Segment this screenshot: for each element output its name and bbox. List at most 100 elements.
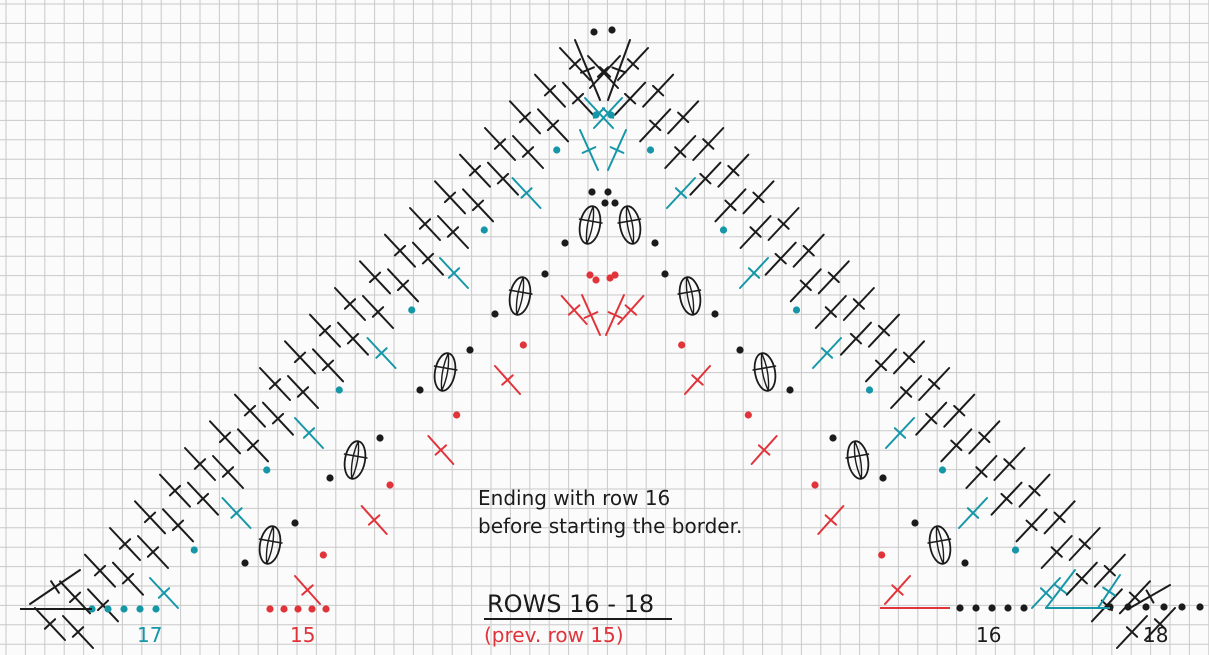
stitch-symbols — [20, 26, 1204, 649]
stitch-crossbar — [301, 584, 314, 596]
double-crochet-stitch — [337, 321, 369, 356]
double-crochet-stitch — [893, 340, 926, 375]
stitch-crossbar — [691, 374, 704, 386]
stitch-crossbar — [293, 351, 307, 364]
stitch-crossbar — [975, 466, 988, 478]
stitch-crossbar — [849, 332, 863, 345]
stitch-crossbar — [1078, 538, 1091, 550]
stitch-crossbar — [50, 580, 60, 594]
stitch-crossbar — [421, 252, 435, 265]
stitch-crossbar — [567, 304, 581, 316]
chain-stitch — [280, 605, 288, 613]
puff-bar — [508, 289, 533, 295]
chain-stitch — [152, 605, 160, 613]
chain-stitch — [453, 411, 461, 419]
stitch-crossbar — [218, 431, 232, 444]
puff-bar — [845, 453, 870, 459]
double-crochet-stitch — [294, 417, 324, 449]
row-label-18: 18 — [1143, 623, 1168, 647]
stitch-crossbar — [230, 507, 243, 519]
double-crochet-stitch — [812, 337, 842, 369]
stitch-crossbar — [518, 111, 532, 124]
double-crochet-stitch — [162, 508, 194, 543]
stitch-crossbar — [874, 359, 888, 372]
stitch-crossbar — [900, 386, 913, 398]
chain-stitch — [879, 474, 887, 482]
stitch-crossbar — [626, 58, 640, 70]
double-crochet-stitch — [387, 268, 419, 303]
puff-strands — [585, 205, 595, 245]
stitch-crossbar — [757, 444, 771, 456]
double-crochet-stitch — [462, 188, 494, 223]
puff-stitch — [258, 525, 283, 565]
stitch-crossbar — [651, 84, 665, 97]
puff-stitch — [927, 525, 952, 565]
double-crochet-stitch — [739, 215, 772, 249]
chain-stitch — [322, 605, 330, 613]
stitch-crossbar — [1053, 583, 1068, 595]
stitch-crossbar — [1102, 586, 1116, 597]
stitch-crossbar — [752, 191, 765, 204]
puff-strands — [760, 352, 770, 392]
double-crochet-stitch — [664, 135, 697, 169]
chain-stitch — [561, 239, 569, 247]
double-crochet-stitch — [764, 241, 797, 276]
puff-bar — [617, 218, 642, 224]
double-crochet-stitch — [187, 481, 219, 516]
stitch-crossbar — [193, 458, 207, 470]
chain-stitch — [719, 226, 728, 234]
chain-stitch — [308, 605, 316, 613]
chain-stitch — [519, 341, 527, 349]
double-crochet-stitch — [767, 207, 800, 241]
stitch-crossbar — [468, 164, 482, 177]
double-crochet-stitch — [29, 569, 81, 605]
stitch-crossbar — [891, 584, 904, 596]
double-crochet-stitch — [589, 55, 621, 89]
double-crochet-stitch — [1116, 615, 1148, 649]
double-crochet-stitch — [184, 447, 216, 481]
stitch-crossbar — [1039, 587, 1053, 599]
double-crochet-stitch — [84, 553, 116, 588]
stitch-crossbar — [609, 146, 625, 154]
stitch-crossbar — [367, 514, 381, 526]
stitch-crossbar — [580, 66, 595, 74]
double-crochet-stitch — [334, 287, 366, 321]
double-crochet-stitch — [639, 108, 672, 143]
double-crochet-stitch — [1045, 569, 1076, 609]
chain-stitch — [291, 519, 299, 527]
puff-stitch — [343, 440, 368, 480]
double-crochet-stitch — [537, 108, 569, 143]
stitch-crossbar — [877, 324, 891, 337]
puff-stitch — [617, 205, 642, 245]
chain-stitch — [592, 111, 600, 119]
double-crochet-stitch — [212, 455, 244, 489]
double-crochet-stitch — [581, 294, 601, 336]
puff-outline — [928, 525, 952, 565]
double-crochet-stitch — [1097, 574, 1121, 609]
double-crochet-stitch — [789, 268, 822, 303]
double-crochet-stitch — [617, 47, 649, 81]
stitch-crossbar — [623, 92, 637, 105]
chain-stitch — [376, 434, 384, 442]
double-crochet-stitch — [943, 393, 976, 428]
stitch-crossbar — [121, 572, 135, 585]
stitch-crossbar — [749, 226, 762, 238]
stitch-crossbar — [543, 84, 557, 97]
double-crochet-stitch — [642, 73, 675, 108]
stitch-crossbar — [799, 279, 812, 292]
stitch-crossbar — [824, 514, 838, 526]
stitch-crossbar — [777, 218, 790, 230]
stitch-crossbar — [699, 172, 712, 185]
chain-stitch — [786, 386, 794, 394]
double-crochet-stitch — [487, 161, 519, 196]
stitch-crossbar — [674, 187, 688, 199]
stitch-crossbar — [493, 138, 507, 150]
chain-stitch — [938, 466, 947, 474]
double-crochet-stitch — [437, 215, 469, 249]
stitch-crossbar — [171, 519, 185, 532]
double-crochet-stitch — [87, 588, 119, 623]
chain-stitch — [592, 276, 600, 284]
stitch-crossbar — [243, 404, 257, 417]
stitch-crossbar — [1053, 511, 1066, 524]
stitch-crossbar — [418, 218, 432, 230]
